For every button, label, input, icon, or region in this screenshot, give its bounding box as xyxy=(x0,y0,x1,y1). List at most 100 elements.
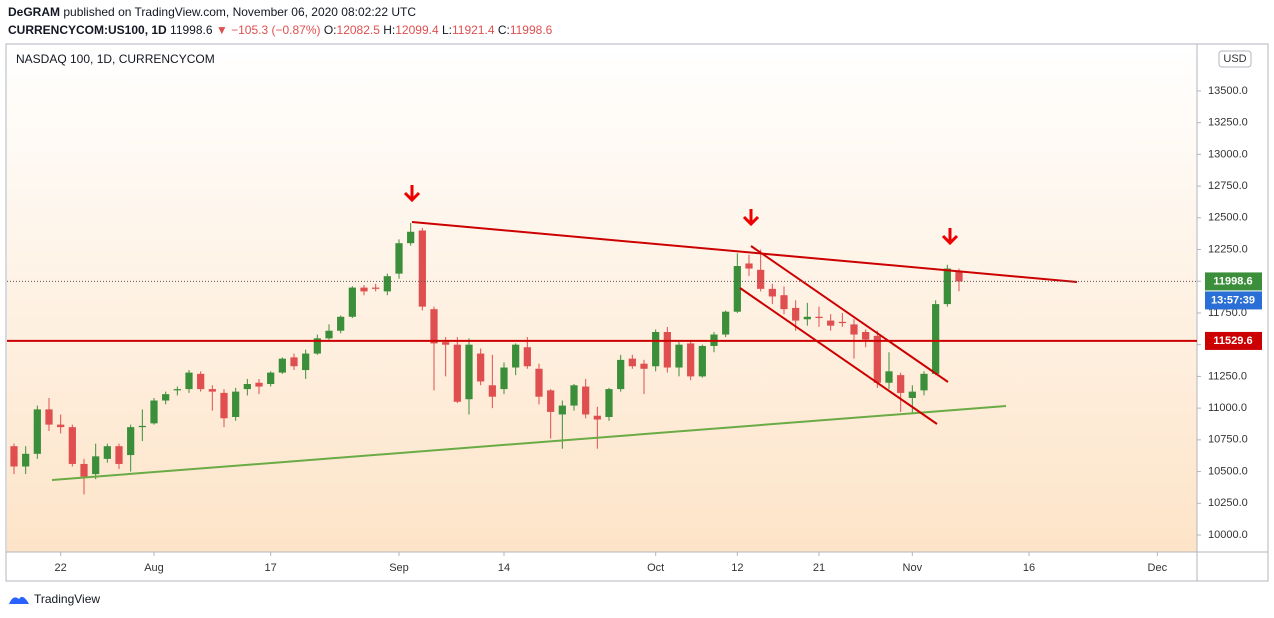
candle-body xyxy=(115,446,123,464)
candle-body xyxy=(722,311,730,335)
publisher: DeGRAM xyxy=(8,5,61,19)
candle-body xyxy=(383,276,391,292)
candle-body xyxy=(943,268,951,305)
symbol: CURRENCYCOM:US100, 1D xyxy=(8,23,167,37)
candle-body xyxy=(873,335,881,383)
candle-body xyxy=(535,368,543,397)
candle-body xyxy=(558,405,566,415)
change: ▼ −105.3 (−0.87%) xyxy=(215,23,321,37)
footer: TradingView xyxy=(8,592,100,606)
x-tick-label: 12 xyxy=(731,562,743,574)
candle-body xyxy=(92,456,100,475)
y-tick-label: 12250.0 xyxy=(1208,243,1248,255)
pane-title: NASDAQ 100, 1D, CURRENCYCOM xyxy=(16,52,215,66)
candle-body xyxy=(885,371,893,383)
candle-body xyxy=(337,316,345,331)
candle-body xyxy=(803,316,811,320)
candle-body xyxy=(197,373,205,390)
candle-body xyxy=(407,231,415,244)
channel-line xyxy=(750,245,949,383)
candle-body xyxy=(220,392,228,419)
candle-body xyxy=(442,342,450,345)
trend-line xyxy=(411,221,1078,283)
candle-body xyxy=(477,353,485,382)
candle-body xyxy=(348,287,356,317)
candle-body xyxy=(570,385,578,406)
y-tick-label: 10500.0 xyxy=(1208,465,1248,477)
candle-body xyxy=(278,358,286,373)
candle-body xyxy=(138,425,146,428)
support-line xyxy=(51,405,1007,481)
candle-body xyxy=(908,391,916,398)
ohlc-prefix: C: xyxy=(497,23,510,37)
brand: TradingView xyxy=(34,592,101,606)
candle-body xyxy=(850,324,858,335)
candle-body xyxy=(827,320,835,326)
candle-body xyxy=(302,353,310,371)
candle-body xyxy=(127,427,135,456)
candle-body xyxy=(453,344,461,402)
x-tick-label: 14 xyxy=(498,562,510,574)
candle-body xyxy=(162,394,170,401)
x-tick-label: Sep xyxy=(389,562,409,574)
candle-body xyxy=(815,316,823,319)
ohlc-prefix: O: xyxy=(323,23,337,37)
y-tick-label: 11000.0 xyxy=(1208,402,1247,414)
candle-body xyxy=(290,357,298,367)
candle-body xyxy=(792,307,800,321)
candle-body xyxy=(267,372,275,385)
candle-body xyxy=(22,453,30,467)
y-tick-label: 11750.0 xyxy=(1208,307,1247,319)
candle-body xyxy=(255,382,263,387)
countdown: 13:57:39 xyxy=(1211,294,1255,306)
candle-body xyxy=(675,344,683,368)
candle-body xyxy=(955,270,963,282)
x-tick-label: 16 xyxy=(1023,562,1035,574)
candle-body xyxy=(652,331,660,367)
candle-body xyxy=(768,288,776,297)
candle-body xyxy=(897,375,905,393)
candle-body xyxy=(68,427,76,464)
candle-body xyxy=(698,345,706,377)
candle-body xyxy=(57,424,65,428)
candle-body xyxy=(243,384,251,390)
candle-body xyxy=(932,304,940,374)
candle-body xyxy=(360,287,368,292)
candle-body xyxy=(418,230,426,307)
candle-body xyxy=(232,391,240,418)
candle-body xyxy=(617,359,625,390)
y-tick-label: 12750.0 xyxy=(1208,180,1248,192)
level-box xyxy=(1205,331,1262,350)
candle-body xyxy=(838,321,846,324)
marks xyxy=(10,222,963,495)
candle-body xyxy=(208,389,216,392)
candle-body xyxy=(150,400,158,424)
candle-body xyxy=(920,373,928,391)
candle-body xyxy=(593,415,601,420)
ohlc-value: 11921.4 xyxy=(452,23,495,37)
candle-body xyxy=(745,263,753,269)
candle-body xyxy=(640,363,648,369)
last-price-box xyxy=(1205,272,1262,291)
last-price: 11998.6 xyxy=(170,23,213,37)
candle-body xyxy=(372,287,380,289)
published: published on TradingView.com, November 0… xyxy=(63,5,417,19)
channel-line xyxy=(739,287,938,425)
y-tick-label: 13250.0 xyxy=(1208,117,1248,129)
candle-body xyxy=(582,386,590,415)
ohlc-value: 11998.6 xyxy=(509,23,553,37)
level-label: 11529.6 xyxy=(1213,335,1252,347)
candle-body xyxy=(512,344,520,368)
ohlc-prefix: L: xyxy=(441,23,452,37)
candle-body xyxy=(313,338,321,354)
y-tick-label: 10750.0 xyxy=(1208,434,1248,446)
candle-body xyxy=(395,243,403,274)
ohlc-value: 12099.4 xyxy=(395,23,439,37)
candle-body xyxy=(45,409,53,425)
candle-body xyxy=(687,343,695,377)
candle-body xyxy=(757,269,765,289)
candle-body xyxy=(862,331,870,340)
x-tick-label: 22 xyxy=(55,562,67,574)
candle-body xyxy=(80,463,88,477)
x-tick-label: Nov xyxy=(903,562,923,574)
